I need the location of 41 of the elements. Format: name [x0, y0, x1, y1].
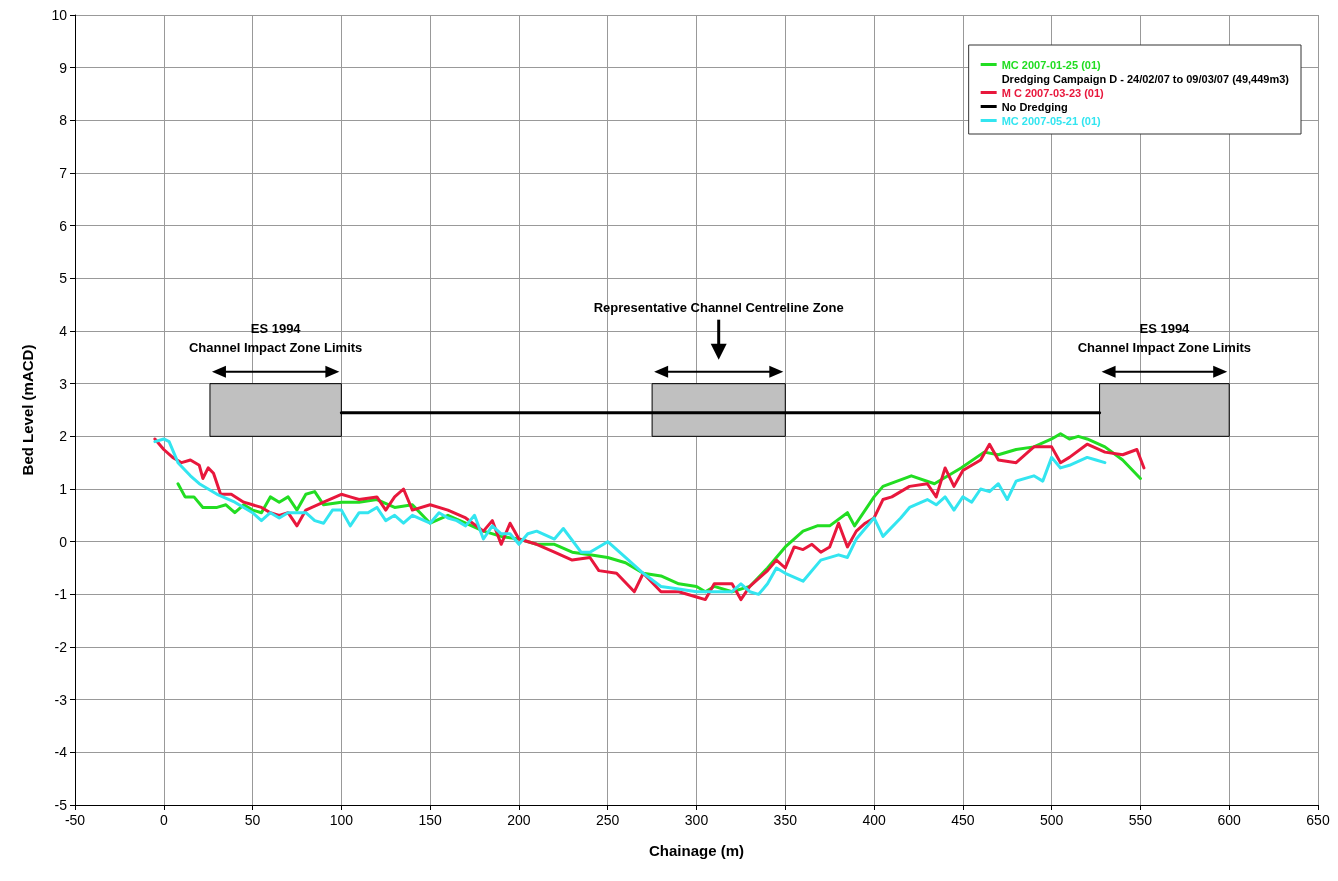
y-tick-label: 2: [59, 428, 68, 445]
y-tick-label: 5: [59, 270, 68, 287]
y-tick-label: 7: [59, 165, 68, 181]
x-tick-label: 0: [159, 812, 168, 828]
legend-label: Dredging Campaign D - 24/02/07 to 09/03/07 (49,449m3): [1001, 72, 1290, 85]
x-tick-label: 400: [862, 812, 886, 828]
x-tick-label: 250: [596, 812, 620, 828]
y-tick-label: -5: [54, 797, 68, 813]
y-tick-label: 9: [59, 59, 68, 76]
x-tick-label: 50: [244, 812, 261, 828]
x-tick-label: 550: [1128, 812, 1153, 828]
legend-label: MC 2007-01-25 (01): [1001, 58, 1102, 71]
y-tick-label: 6: [59, 217, 68, 234]
y-tick-label: 10: [51, 7, 68, 23]
legend-label: MC 2007-05-21 (01): [1001, 114, 1102, 127]
x-tick-label: -50: [64, 812, 86, 828]
x-tick-label: 100: [329, 812, 354, 828]
x-tick-label: 650: [1306, 812, 1330, 828]
y-tick-label: 1: [59, 481, 68, 497]
legend-label: M C 2007-03-23 (01): [1001, 86, 1105, 99]
y-tick-label: 8: [59, 112, 68, 129]
band-label: ES 1994 Channel Impact Zone Limits: [188, 321, 363, 356]
band-label: ES 1994 Channel Impact Zone Limits: [1077, 321, 1252, 356]
x-axis-title: Chainage (m): [648, 842, 745, 859]
y-axis-title: Bed Level (mACD): [19, 344, 36, 476]
y-tick-label: -4: [54, 744, 68, 761]
y-tick-label: 4: [59, 323, 68, 339]
y-tick-label: -3: [54, 691, 68, 708]
legend-label: No Dredging: [1001, 100, 1068, 113]
x-tick-label: 500: [1039, 812, 1064, 828]
x-tick-label: 200: [507, 812, 531, 828]
y-tick-label: 0: [59, 533, 68, 550]
y-tick-label: -2: [54, 639, 68, 655]
x-tick-label: 300: [684, 812, 709, 828]
annotation: Representative Channel Centreline Zone: [593, 299, 844, 315]
x-tick-label: 150: [418, 812, 443, 828]
y-tick-label: -1: [54, 586, 68, 603]
y-tick-label: 3: [59, 375, 68, 392]
x-tick-label: 450: [951, 812, 975, 828]
x-tick-label: 600: [1217, 812, 1242, 828]
x-tick-label: 350: [773, 812, 798, 828]
